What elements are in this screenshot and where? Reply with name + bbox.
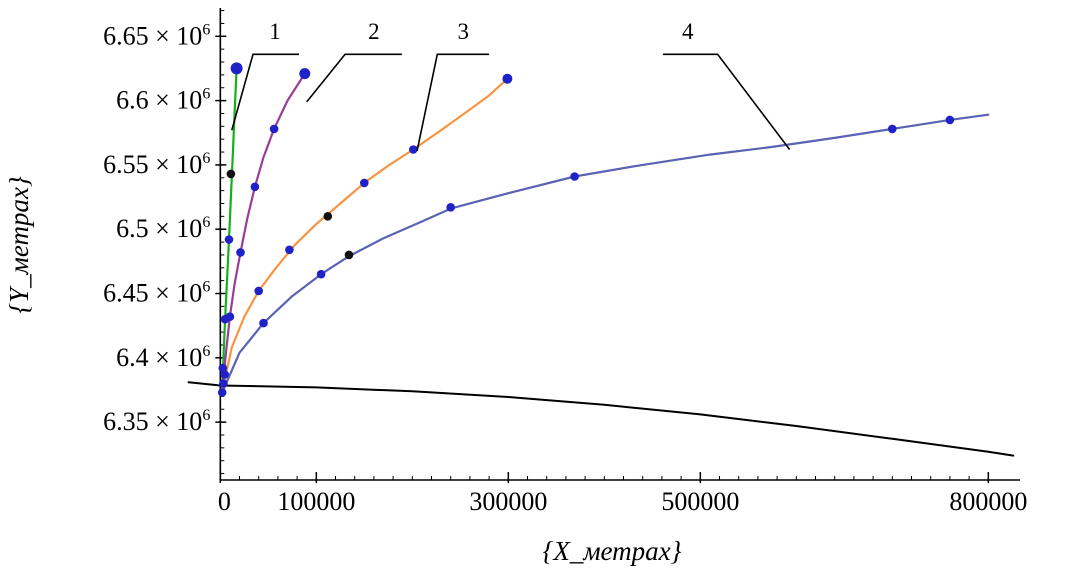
series-curve-2 [221, 72, 306, 392]
marker-dot [259, 318, 268, 328]
marker-dot [218, 363, 228, 373]
marker-dot [299, 68, 311, 80]
callout-label: 3 [457, 19, 469, 44]
marker-dot [285, 245, 294, 255]
y-tick-label: 6.45 × 106 [103, 279, 210, 308]
callout-2: 2 [306, 19, 402, 103]
y-tick-label: 6.35 × 106 [103, 407, 210, 436]
series-curve-4 [221, 113, 990, 394]
marker-dot [888, 124, 897, 134]
y-tick-label: 6.55 × 106 [103, 150, 210, 179]
y-tick-label: 6.6 × 106 [116, 86, 210, 115]
marker-dot [360, 178, 369, 188]
marker-dot [236, 248, 245, 257]
callout-line [416, 53, 490, 151]
marker-dot [502, 73, 513, 84]
marker-dot [250, 182, 260, 192]
data-point-markers [217, 62, 955, 397]
marker-dot [217, 388, 227, 397]
callout-label: 2 [368, 19, 380, 44]
series-curves [187, 67, 1015, 457]
marker-dot [409, 145, 418, 154]
callout-line [306, 53, 402, 103]
callout-1: 1 [231, 19, 299, 131]
callout-line [231, 53, 299, 131]
x-axis-title: {X_метрах} [543, 536, 682, 566]
marker-dot [254, 286, 263, 296]
marker-dot [224, 235, 234, 244]
marker-dot [945, 115, 955, 125]
black-point-markers [226, 169, 354, 260]
marker-dot [570, 172, 579, 181]
axes [219, 8, 1020, 481]
marker-dot [323, 212, 333, 221]
marker-dot [344, 250, 354, 260]
series-ellipsoid-surface [187, 381, 1015, 457]
callout-3: 3 [416, 19, 490, 151]
marker-dot [316, 269, 326, 279]
y-tick-label: 6.65 × 106 [103, 21, 210, 50]
y-tick-label: 6.5 × 106 [116, 214, 210, 243]
plot-layer: 6.65 × 106 6.6 × 106 6.55 × 106 6.5 × 106 6.… [103, 8, 1027, 516]
series-curve-3 [221, 77, 509, 393]
x-tick-label: 300000 [469, 487, 547, 516]
marker-dot [226, 169, 236, 179]
marker-dot [446, 203, 456, 212]
x-tick-label: 500000 [661, 487, 739, 516]
marker-dot [230, 62, 243, 75]
x-tick-label: 800000 [949, 487, 1027, 516]
x-tick-label: 0 [218, 487, 231, 516]
marker-dot [225, 312, 235, 322]
callout-label: 4 [682, 19, 694, 44]
callout-label: 1 [269, 19, 281, 44]
marker-dot [269, 124, 279, 134]
tick-labels: 6.65 × 106 6.6 × 106 6.55 × 106 6.5 × 106 6.… [103, 21, 1027, 516]
marker-dot [219, 379, 228, 388]
callout-line [662, 53, 791, 150]
callout-4: 4 [662, 19, 791, 150]
y-axis-title: {Y_метрах} [4, 176, 34, 314]
tick-marks [215, 10, 990, 483]
x-tick-label: 100000 [277, 487, 355, 516]
y-tick-label: 6.4 × 106 [116, 343, 210, 372]
